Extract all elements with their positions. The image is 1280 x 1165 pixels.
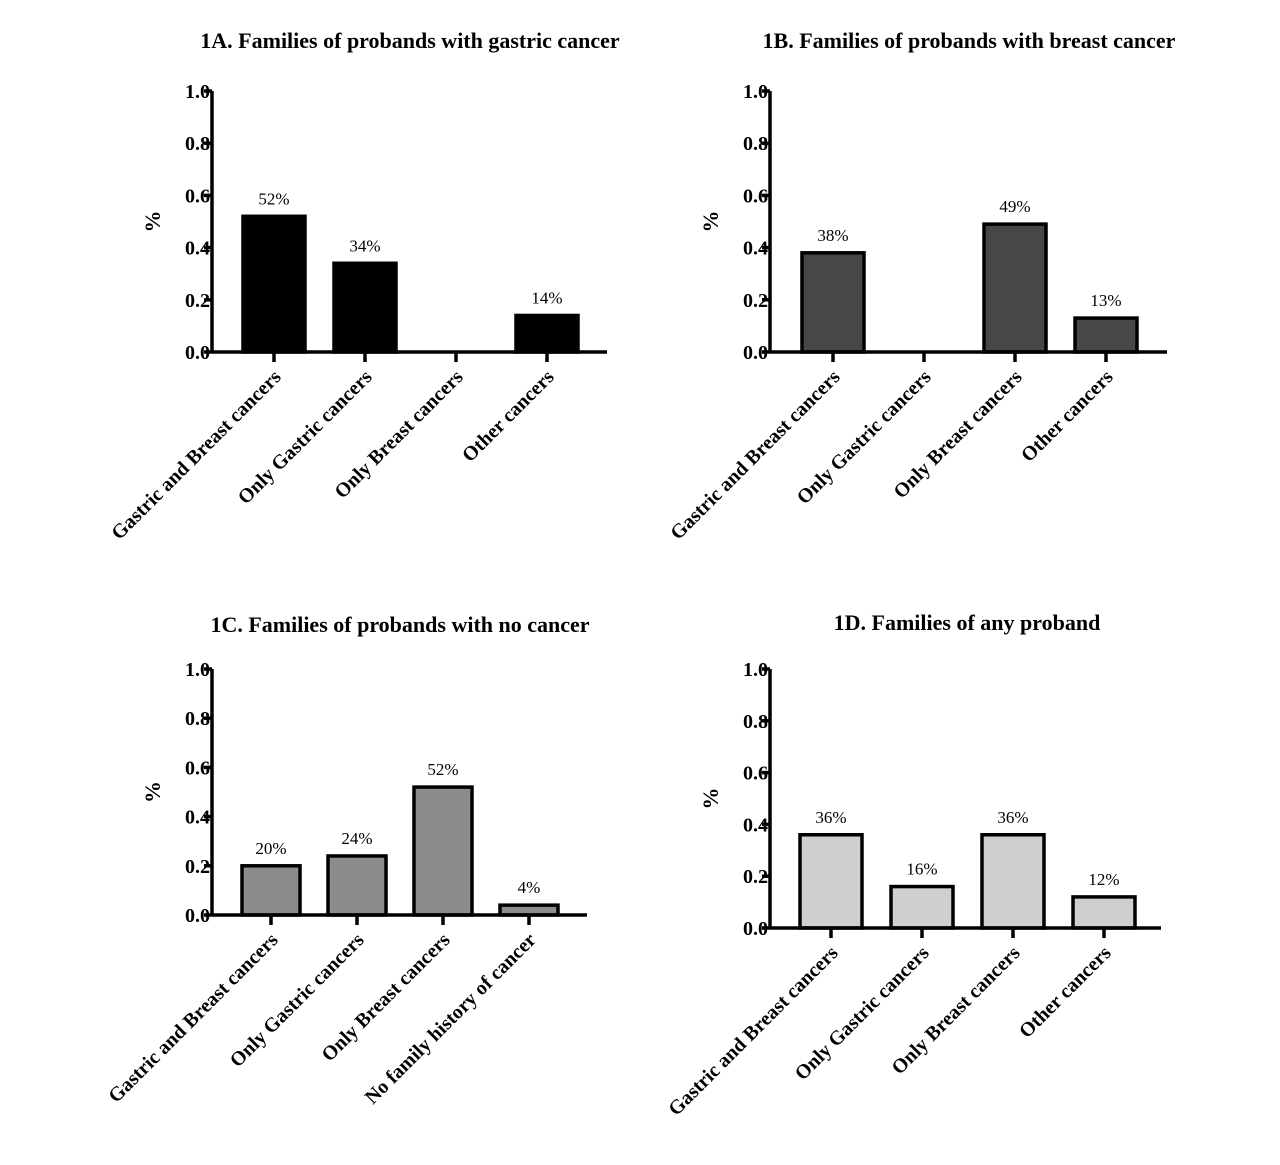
bar-4: [1071, 895, 1137, 930]
category-label: Other cancers: [1017, 366, 1118, 467]
y-tick-label: 0.6: [185, 185, 210, 207]
data-label: 20%: [255, 839, 286, 858]
y-tick-label: 0.8: [743, 133, 768, 155]
y-tick-label: 0.8: [743, 711, 768, 733]
chart-title: 1A. Families of probands with gastric ca…: [200, 28, 620, 53]
bar-1: [798, 833, 864, 930]
y-axis-label: %: [140, 211, 165, 233]
bar-4: [514, 313, 580, 354]
bar-3: [412, 785, 474, 917]
data-label: 49%: [999, 197, 1030, 216]
bar-3: [980, 833, 1046, 930]
y-tick-label: 0.4: [743, 238, 768, 260]
y-tick-label: 1.0: [743, 659, 768, 681]
data-label: 24%: [341, 829, 372, 848]
y-tick-label: 1.0: [185, 659, 210, 681]
category-label: Other cancers: [1015, 942, 1116, 1043]
y-tick-label: 0.6: [743, 185, 768, 207]
category-label: Gastric and Breast cancers: [104, 929, 282, 1107]
data-label: 14%: [531, 288, 562, 307]
data-label: 38%: [817, 226, 848, 245]
category-label: Gastric and Breast cancers: [664, 942, 842, 1120]
y-tick-label: 0.8: [185, 708, 210, 730]
chart-panel-4: 1D. Families of any proband% 0.0 0.2 0.4 0.6…: [664, 610, 1161, 1120]
y-tick-label: 0.6: [743, 763, 768, 785]
bar-1: [800, 251, 866, 354]
y-tick-label: 0.6: [185, 757, 210, 779]
bar-2: [889, 884, 955, 930]
y-axis-label: %: [698, 788, 723, 810]
bar-4: [1073, 316, 1139, 354]
y-axis-label: %: [140, 781, 165, 803]
chart-panel-3: 1C. Families of probands with no cancer%…: [104, 612, 590, 1109]
data-label: 13%: [1090, 291, 1121, 310]
data-label: 12%: [1088, 870, 1119, 889]
y-tick-label: 0.0: [743, 342, 768, 364]
y-tick-label: 0.4: [185, 807, 210, 829]
y-tick-label: 1.0: [743, 81, 768, 103]
category-label: Gastric and Breast cancers: [107, 366, 285, 544]
category-label: Gastric and Breast cancers: [666, 366, 844, 544]
bar-1: [240, 864, 302, 917]
chart-title: 1D. Families of any proband: [834, 610, 1101, 635]
data-label: 4%: [518, 878, 541, 897]
category-label: Other cancers: [458, 366, 559, 467]
y-tick-label: 0.2: [185, 290, 210, 312]
data-label: 16%: [906, 860, 937, 879]
data-label: 36%: [815, 808, 846, 827]
bar-2: [332, 261, 398, 354]
y-tick-label: 0.2: [185, 856, 210, 878]
chart-title: 1C. Families of probands with no cancer: [210, 612, 589, 637]
chart-title: 1B. Families of probands with breast can…: [763, 28, 1176, 53]
chart-panel-2: 1B. Families of probands with breast can…: [666, 28, 1175, 544]
data-label: 34%: [349, 236, 380, 255]
y-tick-label: 0.4: [185, 238, 210, 260]
bar-1: [241, 214, 307, 354]
chart-panel-1: 1A. Families of probands with gastric ca…: [107, 28, 620, 544]
data-label: 36%: [997, 808, 1028, 827]
y-tick-label: 0.4: [743, 814, 768, 836]
data-label: 52%: [427, 760, 458, 779]
y-tick-label: 0.2: [743, 290, 768, 312]
y-tick-label: 0.0: [185, 905, 210, 927]
y-tick-label: 1.0: [185, 81, 210, 103]
category-label: No family history of cancer: [361, 929, 541, 1109]
bar-3: [982, 222, 1048, 354]
y-tick-label: 0.8: [185, 133, 210, 155]
y-axis-label: %: [698, 211, 723, 233]
y-tick-label: 0.2: [743, 866, 768, 888]
bar-2: [326, 854, 388, 917]
y-tick-label: 0.0: [185, 342, 210, 364]
data-label: 52%: [258, 189, 289, 208]
y-tick-label: 0.0: [743, 918, 768, 940]
